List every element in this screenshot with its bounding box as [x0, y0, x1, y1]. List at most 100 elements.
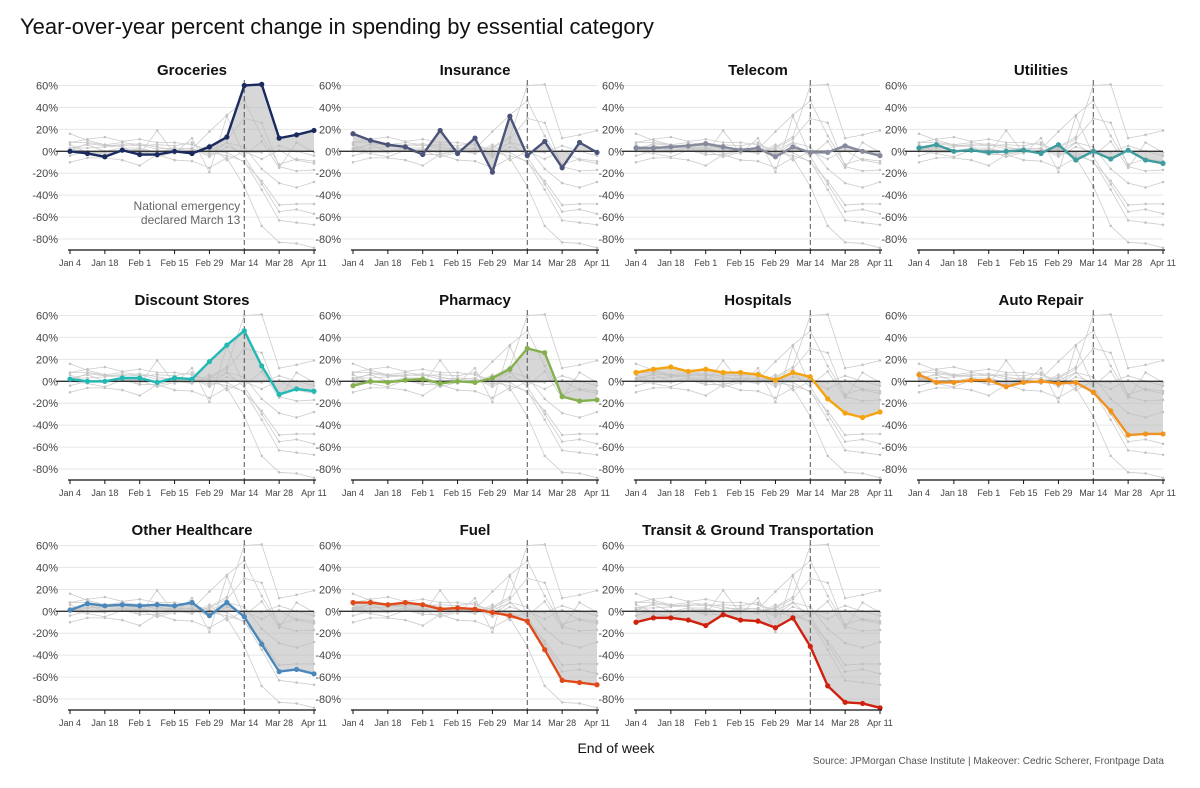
- series-point: [367, 137, 374, 143]
- context-point: [543, 454, 547, 458]
- context-point: [190, 147, 194, 151]
- context-point: [386, 373, 390, 377]
- y-tick-label: -60%: [598, 672, 624, 684]
- context-point: [260, 454, 264, 458]
- context-point: [295, 593, 298, 597]
- y-tick-label: 60%: [885, 80, 907, 92]
- context-point: [826, 157, 830, 161]
- series-point: [720, 369, 726, 376]
- x-tick-label: Feb 1: [694, 258, 717, 268]
- context-point: [1057, 360, 1060, 363]
- y-tick-label: 60%: [36, 540, 58, 552]
- context-point: [1144, 186, 1147, 189]
- context-point: [138, 373, 142, 377]
- context-point: [878, 129, 882, 132]
- context-point: [473, 377, 477, 381]
- context-point: [68, 160, 72, 164]
- context-point: [260, 387, 264, 391]
- context-point: [739, 141, 742, 144]
- x-tick-label: Mar 28: [265, 258, 293, 268]
- context-point: [861, 432, 864, 436]
- context-point: [1144, 221, 1147, 224]
- context-point: [686, 141, 690, 144]
- context-point: [543, 594, 547, 598]
- series-point: [489, 375, 496, 381]
- context-point: [225, 154, 229, 157]
- series-point: [276, 391, 282, 398]
- context-point: [595, 589, 599, 592]
- series-point: [859, 414, 866, 421]
- context-point: [86, 616, 89, 620]
- context-point: [155, 375, 159, 379]
- context-point: [277, 449, 281, 452]
- context-point: [260, 167, 264, 171]
- context-point: [969, 373, 973, 377]
- x-tick-label: Mar 14: [1079, 258, 1107, 268]
- context-point: [791, 605, 795, 609]
- panel-auto-repair: Auto Repair 60% 40% 20% 0% -20% -40% -60% -80% Ja…: [881, 292, 1176, 498]
- context-point: [634, 154, 638, 157]
- series-point: [1142, 157, 1149, 163]
- context-point: [173, 144, 176, 148]
- context-point: [1109, 83, 1113, 86]
- context-point: [826, 418, 830, 421]
- context-point: [1109, 121, 1113, 125]
- context-point: [652, 386, 655, 390]
- x-tick-label: Feb 1: [128, 718, 151, 728]
- context-point: [969, 371, 973, 374]
- context-point: [652, 156, 655, 160]
- y-tick-label: -80%: [881, 464, 907, 476]
- deviation-area: [636, 367, 880, 418]
- context-point: [543, 157, 547, 161]
- event-annotation: National emergency: [134, 199, 241, 213]
- x-tick-label: Apr 11: [867, 488, 893, 498]
- context-point: [68, 362, 72, 366]
- context-point: [721, 155, 725, 159]
- series-point: [154, 151, 160, 158]
- context-point: [525, 544, 529, 547]
- context-point: [525, 577, 529, 580]
- context-point: [595, 706, 599, 710]
- context-point: [987, 383, 991, 386]
- series-point: [119, 602, 125, 608]
- context-point: [351, 160, 355, 164]
- series-point: [825, 149, 831, 155]
- x-tick-label: Jan 4: [342, 258, 364, 268]
- context-point: [774, 373, 777, 377]
- context-point: [634, 362, 638, 366]
- context-point: [543, 397, 547, 401]
- y-tick-label: -60%: [32, 672, 58, 684]
- context-point: [438, 589, 442, 592]
- context-point: [438, 603, 442, 607]
- context-point: [525, 84, 529, 87]
- context-point: [68, 154, 72, 157]
- y-tick-label: 0%: [891, 146, 907, 158]
- context-point: [473, 159, 477, 163]
- context-point: [312, 180, 316, 184]
- context-point: [843, 596, 847, 600]
- context-point: [634, 601, 638, 604]
- context-point: [1144, 169, 1147, 173]
- context-point: [578, 432, 581, 436]
- context-point: [277, 374, 281, 378]
- context-point: [1074, 145, 1078, 149]
- context-point: [808, 84, 812, 87]
- series-point: [171, 375, 178, 381]
- y-tick-label: 20%: [319, 124, 341, 136]
- context-point: [242, 544, 246, 547]
- y-tick-label: -40%: [315, 650, 341, 662]
- x-tick-label: Jan 4: [625, 258, 647, 268]
- panel-fuel: Fuel 60% 40% 20% 0% -20% -40% -60% -80% Jan 4 Jan …: [315, 522, 610, 728]
- context-point: [1004, 153, 1008, 156]
- context-point: [808, 347, 812, 350]
- deviation-area: [636, 611, 880, 708]
- panel-title: Hospitals: [724, 292, 792, 309]
- context-point: [595, 246, 599, 250]
- context-point: [260, 581, 264, 585]
- context-point: [103, 143, 107, 147]
- context-point: [351, 154, 355, 157]
- context-point: [1126, 203, 1130, 207]
- series-point: [703, 366, 709, 372]
- series-point: [420, 151, 426, 158]
- context-point: [473, 601, 477, 604]
